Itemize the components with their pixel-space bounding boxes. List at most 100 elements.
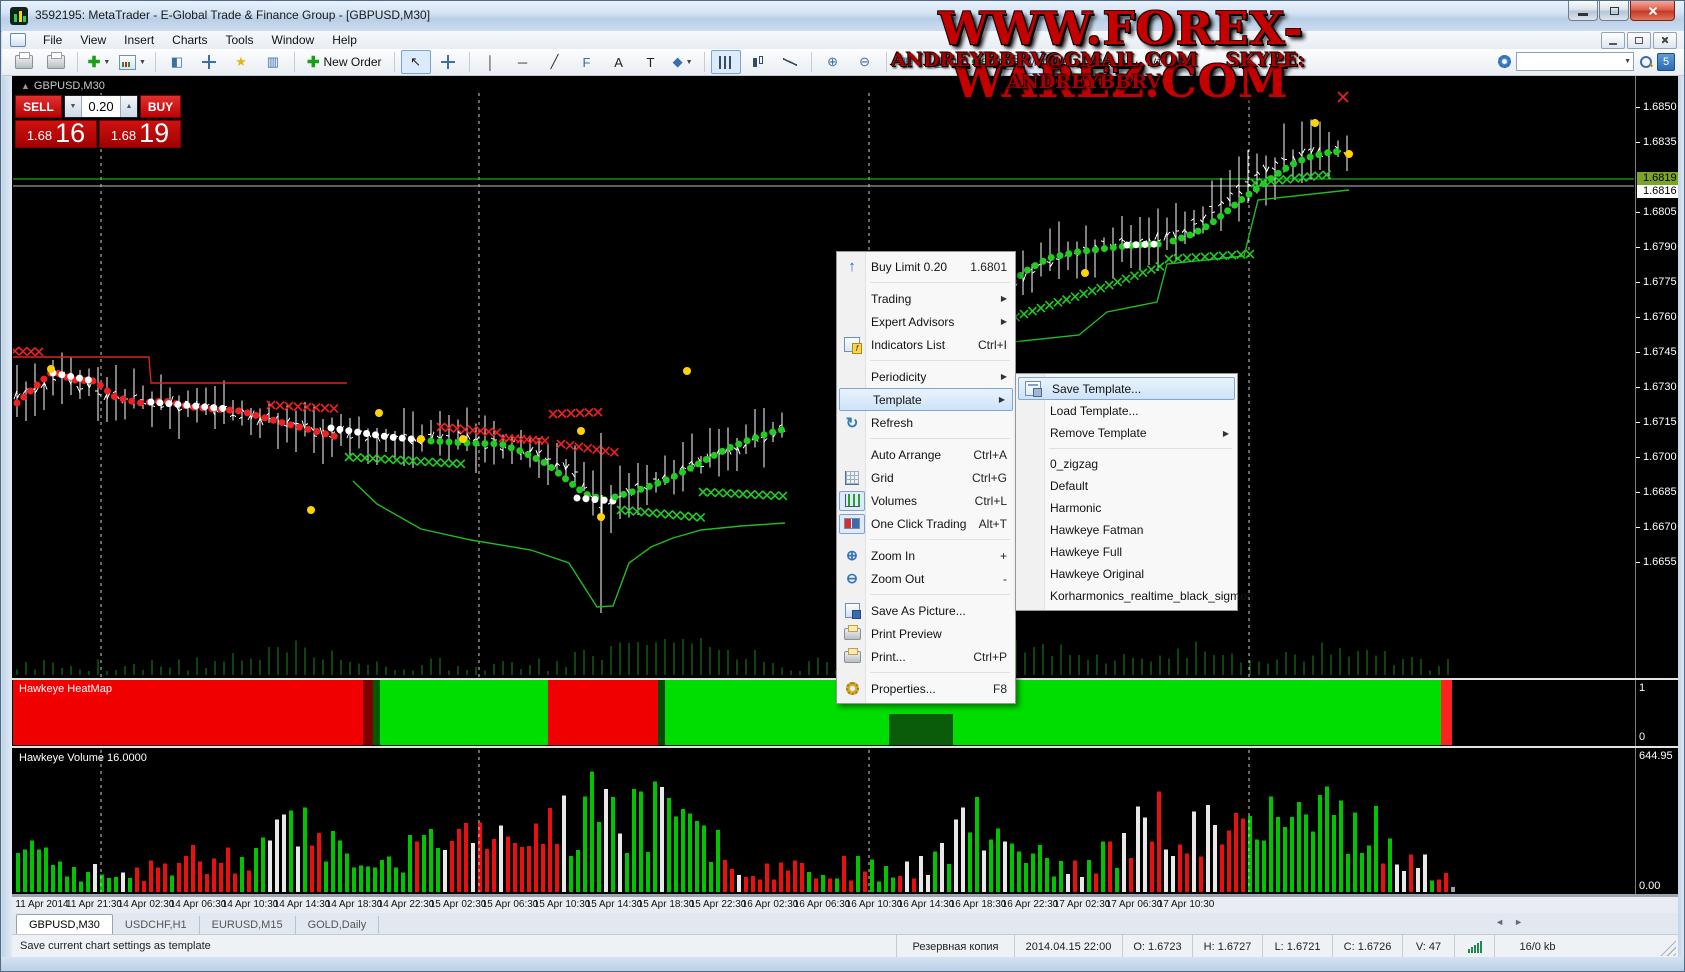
child-close-button[interactable] — [1653, 32, 1677, 49]
favorites-button[interactable]: ★ — [226, 50, 256, 74]
new-order-button[interactable]: ✚ New Order — [300, 50, 389, 74]
timeframe-w1-button[interactable]: W1 — [1145, 57, 1163, 69]
print-button[interactable] — [9, 50, 39, 74]
menu-window[interactable]: Window — [271, 33, 315, 47]
chart-candles-button[interactable] — [743, 50, 773, 74]
close-button[interactable] — [1630, 1, 1675, 21]
tab-gold-daily[interactable]: GOLD,Daily — [296, 916, 380, 934]
context-menu-item-buy-limit-0-20[interactable]: ↑ Buy Limit 0.20 1.6801 — [838, 255, 1014, 278]
child-restore-button[interactable] — [1627, 32, 1651, 49]
chart-bars-button[interactable] — [710, 50, 741, 74]
menu-insert[interactable]: Insert — [124, 33, 155, 47]
menu-charts[interactable]: Charts — [172, 33, 208, 47]
context-menu-item-template[interactable]: Template ▶ — [839, 388, 1013, 411]
collapse-icon[interactable]: ▲ — [21, 81, 30, 91]
horizontal-line-button[interactable]: ─ — [508, 50, 538, 74]
child-minimize-button[interactable] — [1601, 32, 1625, 49]
vertical-line-button[interactable]: │ — [476, 50, 506, 74]
sell-price[interactable]: 1.68 16 — [15, 120, 97, 148]
template-submenu-item-default[interactable]: Default — [1017, 475, 1236, 497]
timeframe-m15-button[interactable]: M15 — [998, 57, 1020, 69]
context-menu-item-expert-advisors[interactable]: Expert Advisors ▶ — [838, 310, 1014, 333]
menu-tools[interactable]: Tools — [225, 33, 254, 47]
context-menu-item-properties[interactable]: Properties... F8 — [838, 677, 1014, 700]
tab-scroll-right[interactable]: ► — [1514, 917, 1523, 927]
timeframe-m5-button[interactable]: M5 — [972, 57, 988, 69]
trendline-button[interactable]: ╱ — [540, 50, 570, 74]
time-axis[interactable]: 11 Apr 2014 11 Apr 21:30 14 Apr 02:30 14 Ap… — [12, 896, 1678, 914]
print-preview-button[interactable] — [41, 50, 71, 74]
context-menu-item-grid[interactable]: Grid Ctrl+G — [838, 466, 1014, 489]
resize-grip[interactable] — [1660, 940, 1676, 956]
buy-button[interactable]: BUY — [140, 95, 181, 118]
menu-view[interactable]: View — [80, 33, 107, 47]
price-scale[interactable]: 1.6819 1.6816 1.6850 1.6835 1.6805 1.6790 1.… — [1635, 76, 1679, 894]
indicators-button[interactable]: ✚ ▼ — [968, 50, 998, 74]
notification-badge[interactable]: 5 — [1657, 52, 1675, 71]
chart-line-button[interactable] — [775, 50, 805, 74]
crosshair-button[interactable] — [433, 50, 463, 74]
minimize-button[interactable] — [1568, 1, 1598, 21]
context-menu-item-periodicity[interactable]: Periodicity ▶ — [838, 365, 1014, 388]
template-submenu-item-hawkeye-full[interactable]: Hawkeye Full — [1017, 541, 1236, 563]
tile-windows-button[interactable]: ▦ — [893, 50, 923, 74]
timeframe-m30-button[interactable]: M30 — [1024, 52, 1052, 74]
hawkeye-heatmap-panel[interactable] — [13, 680, 1634, 745]
context-menu-item-auto-arrange[interactable]: Auto Arrange Ctrl+A — [838, 443, 1014, 466]
timeframe-d1-button[interactable]: D1 — [1117, 57, 1133, 69]
sell-button[interactable]: SELL — [15, 95, 62, 118]
context-menu-item-trading[interactable]: Trading ▶ — [838, 287, 1014, 310]
menu-help[interactable]: Help — [332, 33, 357, 47]
panel-divider[interactable] — [12, 746, 1678, 748]
template-submenu-item-0-zigzag[interactable]: 0_zigzag — [1017, 453, 1236, 475]
symbol-search-combobox[interactable]: ▼ — [1516, 52, 1634, 71]
template-submenu-item-hawkeye-fatman[interactable]: Hawkeye Fatman — [1017, 519, 1236, 541]
timeframe-h1-button[interactable]: H1 — [1059, 57, 1075, 69]
context-menu-item-indicators-list[interactable]: Indicators List Ctrl+I — [838, 333, 1014, 356]
timeframe-mn-button[interactable]: MN — [1174, 57, 1192, 69]
settings-gear-icon[interactable] — [1498, 55, 1511, 68]
text-button[interactable]: A — [604, 50, 634, 74]
cascade-windows-button[interactable]: ▤ — [925, 50, 955, 74]
new-chart-button[interactable]: ✚ ▼ — [84, 50, 114, 74]
template-submenu-item-remove-template[interactable]: Remove Template ▶ — [1017, 422, 1236, 444]
restore-button[interactable] — [1599, 1, 1629, 21]
market-watch-button[interactable]: ◧ — [162, 50, 192, 74]
buy-price[interactable]: 1.68 19 — [99, 120, 181, 148]
tab-eurusd-m15[interactable]: EURUSD,M15 — [200, 916, 296, 934]
volume-decrease-button[interactable]: ▼ — [65, 96, 82, 117]
tab-scroll-left[interactable]: ◄ — [1495, 917, 1505, 927]
context-menu-item-print-preview[interactable]: Print Preview — [838, 622, 1014, 645]
tab-gbpusd-m30[interactable]: GBPUSD,M30 — [16, 914, 113, 934]
text-label-button[interactable]: T — [636, 50, 666, 74]
tab-usdchf-h1[interactable]: USDCHF,H1 — [113, 916, 200, 934]
data-window-button[interactable] — [194, 50, 224, 74]
context-menu-item-one-click-trading[interactable]: One Click Trading Alt+T — [838, 512, 1014, 535]
menu-file[interactable]: File — [43, 33, 63, 47]
template-submenu-item-korharmonics-realtime-black-sigmon[interactable]: Korharmonics_realtime_black_sigmon — [1017, 585, 1253, 607]
search-icon[interactable] — [1639, 55, 1652, 68]
timeframe-m1-button[interactable]: M1 — [943, 57, 959, 69]
context-menu-item-zoom-in[interactable]: ⊕ Zoom In + — [838, 544, 1014, 567]
shapes-button[interactable]: ◆ ▼ — [668, 50, 698, 74]
volume-value[interactable]: 0.20 — [88, 99, 114, 114]
hawkeye-volume-panel[interactable] — [13, 748, 1634, 894]
template-submenu-item-save-template[interactable]: Save Template... — [1018, 377, 1235, 400]
price-chart[interactable] — [13, 78, 1634, 678]
zoom-in-button[interactable]: ⊕ — [818, 50, 848, 74]
navigator-button[interactable]: ▥ — [258, 50, 288, 74]
timeframe-h4-button[interactable]: H4 — [1088, 57, 1104, 69]
template-submenu-item-harmonic[interactable]: Harmonic — [1017, 497, 1236, 519]
zoom-out-button[interactable]: ⊖ — [850, 50, 880, 74]
template-submenu-item-load-template[interactable]: Load Template... — [1017, 400, 1236, 422]
context-menu-item-refresh[interactable]: ↻ Refresh — [838, 411, 1014, 434]
template-submenu-item-hawkeye-original[interactable]: Hawkeye Original — [1017, 563, 1236, 585]
context-menu-item-zoom-out[interactable]: ⊖ Zoom Out - — [838, 567, 1014, 590]
cursor-button[interactable]: ↖ — [400, 50, 431, 74]
context-menu-item-print[interactable]: Print... Ctrl+P — [838, 645, 1014, 668]
profiles-button[interactable]: ▼ — [116, 50, 149, 74]
context-menu-item-volumes[interactable]: Volumes Ctrl+L — [838, 489, 1014, 512]
volume-increase-button[interactable]: ▲ — [120, 96, 137, 117]
context-menu-item-save-as-picture[interactable]: Save As Picture... — [838, 599, 1014, 622]
fibonacci-button[interactable]: F — [572, 50, 602, 74]
